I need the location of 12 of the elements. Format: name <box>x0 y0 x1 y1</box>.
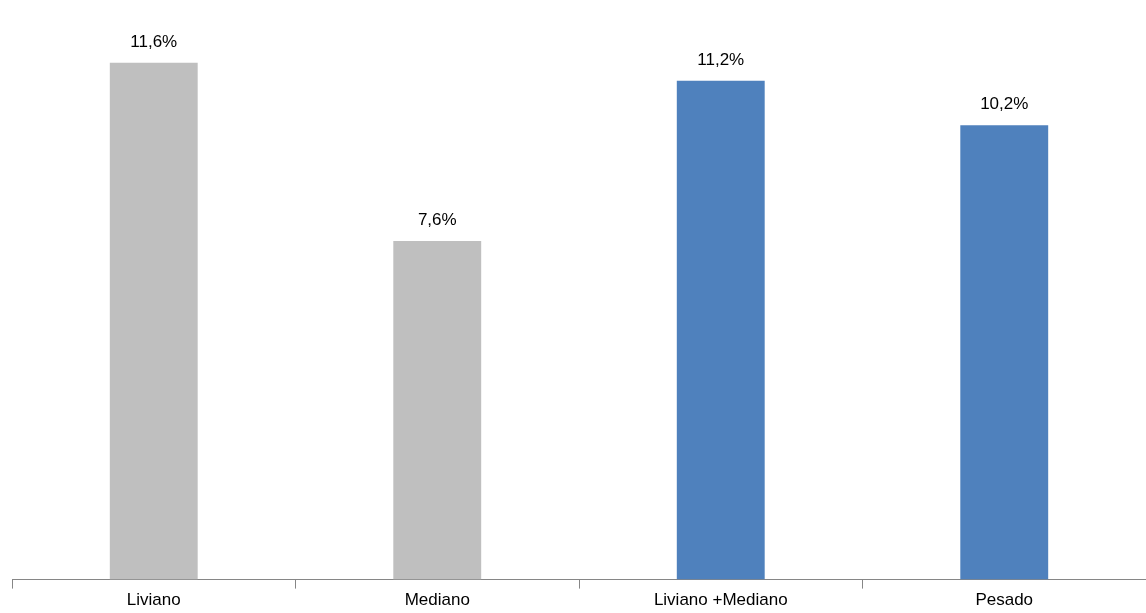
x-tick-label: Liviano +Mediano <box>653 590 788 610</box>
bar <box>960 125 1049 580</box>
bar <box>393 241 482 580</box>
data-label: 11,6% <box>130 32 178 52</box>
bar <box>109 62 198 580</box>
data-label: 11,2% <box>697 49 745 69</box>
bar <box>676 80 765 580</box>
data-label: 7,6% <box>417 210 457 230</box>
x-tick-label: Mediano <box>404 590 470 610</box>
x-tick-label: Liviano <box>126 590 181 610</box>
x-tick-label: Pesado <box>975 590 1034 610</box>
data-label: 10,2% <box>980 94 1029 114</box>
